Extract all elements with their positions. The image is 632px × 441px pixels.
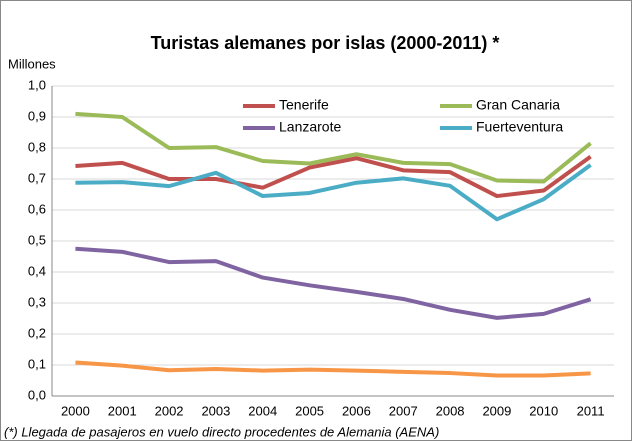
legend-label: Fuerteventura [476, 119, 563, 135]
line-series [75, 246, 592, 320]
legend-label: Tenerife [279, 97, 329, 113]
x-tick-label: 2004 [248, 403, 277, 418]
footnote: (*) Llegada de pasajeros en vuelo direct… [4, 424, 439, 439]
y-tick-label: 0,2 [28, 325, 46, 340]
x-tick-label: 2011 [577, 403, 605, 418]
y-tick-label: 1,0 [28, 77, 46, 92]
y-tick-label: 0,7 [28, 170, 46, 185]
y-tick-label: 0,1 [28, 356, 46, 371]
x-tick-label: 2001 [108, 403, 137, 418]
y-tick-label: 0,8 [28, 139, 46, 154]
line-series [75, 111, 592, 184]
line-series [75, 155, 592, 199]
legend-label: Lanzarote [279, 119, 341, 135]
line-series [75, 360, 591, 378]
x-tick-label: 2009 [482, 403, 511, 418]
x-tick-label: 2007 [389, 403, 418, 418]
x-tick-label: 2010 [529, 403, 558, 418]
y-tick-label: 0,6 [28, 201, 46, 216]
legend-label: Gran Canaria [476, 97, 560, 113]
y-tick-label: 0,5 [28, 232, 46, 247]
x-tick-label: 2005 [295, 403, 324, 418]
y-tick-label: 0,4 [28, 263, 46, 278]
y-axis-label: Millones [8, 56, 56, 71]
y-tick-label: 0,9 [28, 108, 46, 123]
x-tick-label: 2008 [436, 403, 465, 418]
x-tick-label: 2006 [342, 403, 371, 418]
x-tick-label: 2000 [61, 403, 90, 418]
x-tick-label: 2003 [201, 403, 230, 418]
y-tick-label: 0,0 [28, 387, 46, 402]
chart-title: Turistas alemanes por islas (2000-2011) … [151, 33, 500, 53]
line-series [75, 163, 592, 222]
y-tick-label: 0,3 [28, 294, 46, 309]
x-tick-label: 2002 [155, 403, 184, 418]
